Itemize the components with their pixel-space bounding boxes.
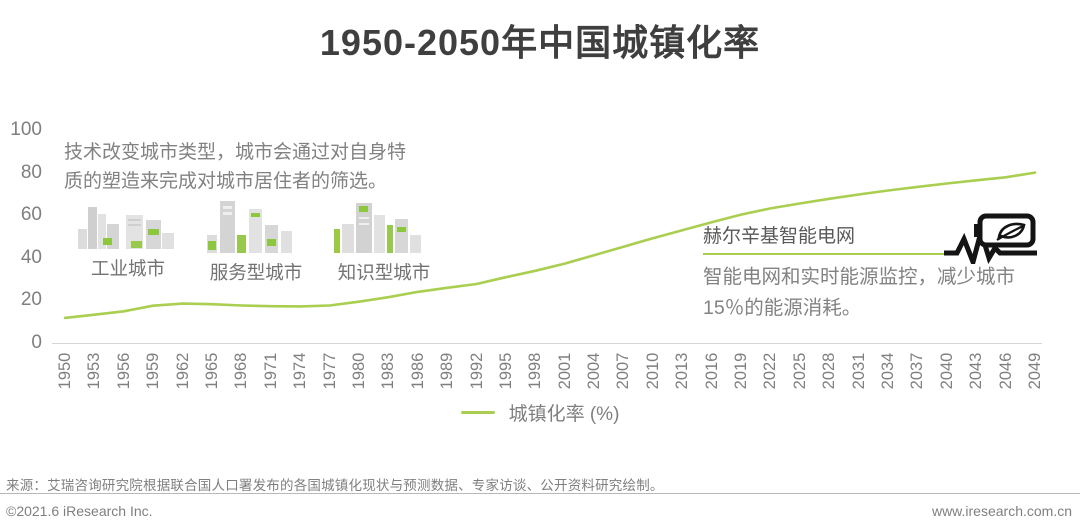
x-tick-label: 1980 <box>349 352 368 390</box>
callout-heading: 赫尔辛基智能电网 <box>703 226 856 247</box>
x-tick-label: 2025 <box>790 352 809 390</box>
x-tick-label: 2001 <box>555 352 574 390</box>
y-tick-label: 60 <box>20 204 42 226</box>
x-tick-label: 1974 <box>291 352 310 390</box>
x-tick-label: 1965 <box>202 352 221 390</box>
x-tick-label: 2013 <box>673 352 692 390</box>
industrial-city-icon <box>76 197 180 253</box>
x-tick-label: 1995 <box>496 352 515 390</box>
y-tick-label: 20 <box>20 289 42 311</box>
y-tick-label: 80 <box>20 161 42 183</box>
eco-battery-pulse-icon <box>943 212 1039 271</box>
x-tick-label: 1992 <box>467 352 486 390</box>
x-tick-label: 2028 <box>820 352 839 390</box>
x-tick-label: 2022 <box>761 352 780 390</box>
x-tick-label: 2004 <box>585 352 604 390</box>
y-tick-label: 100 <box>10 119 42 140</box>
x-tick-label: 1989 <box>438 352 457 390</box>
page-title: 1950-2050年中国城镇化率 <box>319 22 761 63</box>
city-types-row: 工业城市 服务型城市 <box>68 197 444 285</box>
x-tick-label: 1950 <box>56 352 74 390</box>
x-tick-label: 2007 <box>614 352 633 390</box>
callout-underline <box>703 253 947 255</box>
x-tick-label: 1983 <box>379 352 398 390</box>
x-tick-label: 1998 <box>526 352 545 390</box>
city-item-industrial: 工业城市 <box>68 197 188 285</box>
website-link[interactable]: www.iresearch.com.cn <box>931 503 1072 519</box>
y-tick-label: 0 <box>31 332 42 353</box>
x-tick-label: 2031 <box>849 352 868 390</box>
city-item-service: 服务型城市 <box>196 197 316 285</box>
x-tick-label: 2049 <box>1026 352 1044 390</box>
footer-divider <box>0 493 1080 494</box>
x-tick-label: 1962 <box>173 352 192 390</box>
x-tick-label: 2037 <box>908 352 927 390</box>
y-tick-label: 40 <box>20 246 42 268</box>
city-item-knowledge: 知识型城市 <box>324 197 444 285</box>
copyright-text: ©2021.6 iResearch Inc. <box>6 503 153 519</box>
x-tick-label: 1986 <box>408 352 427 390</box>
x-tick-label: 2010 <box>643 352 662 390</box>
x-axis-line <box>52 343 1042 344</box>
callout-body: 智能电网和实时能源监控，减少城市 15％的能源消耗。 <box>703 266 1016 319</box>
x-tick-label: 2046 <box>996 352 1015 390</box>
x-tick-label: 1971 <box>261 352 280 390</box>
x-tick-label: 1968 <box>232 352 251 390</box>
x-tick-label: 1959 <box>144 352 163 390</box>
x-tick-label: 2016 <box>702 352 721 390</box>
city-label: 工业城市 <box>90 258 165 279</box>
x-tick-label: 2043 <box>967 352 986 390</box>
urbanization-rate-line <box>63 171 1037 320</box>
legend-line-swatch <box>460 411 495 414</box>
left-annotation-text: 技术改变城市类型，城市会通过对自身特 质的塑造来完成对城市居住者的筛选。 <box>64 138 406 196</box>
x-tick-label: 2040 <box>937 352 956 390</box>
city-label: 服务型城市 <box>209 262 303 283</box>
knowledge-city-icon <box>332 197 436 257</box>
city-label: 知识型城市 <box>337 262 431 283</box>
x-tick-label: 2034 <box>879 352 898 390</box>
right-annotation-callout: 赫尔辛基智能电网 智能电网和实时能源监控，减少城市 15％的能源消耗。 <box>703 213 1043 324</box>
source-note: 来源：艾瑞咨询研究院根据联合国人口署发布的各国城镇化现状与预测数据、专家访谈、公… <box>6 478 664 493</box>
annotation-line: 质的塑造来完成对城市居住者的筛选。 <box>64 171 388 192</box>
service-city-icon <box>204 197 308 257</box>
legend-label: 城镇化率 (%) <box>508 404 620 425</box>
x-tick-label: 1953 <box>85 352 104 390</box>
x-tick-label: 1956 <box>114 352 133 390</box>
x-tick-label: 1977 <box>320 352 339 390</box>
chart-legend: 城镇化率 (%) <box>0 399 1080 426</box>
x-tick-label: 2019 <box>732 352 751 390</box>
annotation-line: 技术改变城市类型，城市会通过对自身特 <box>64 142 407 163</box>
